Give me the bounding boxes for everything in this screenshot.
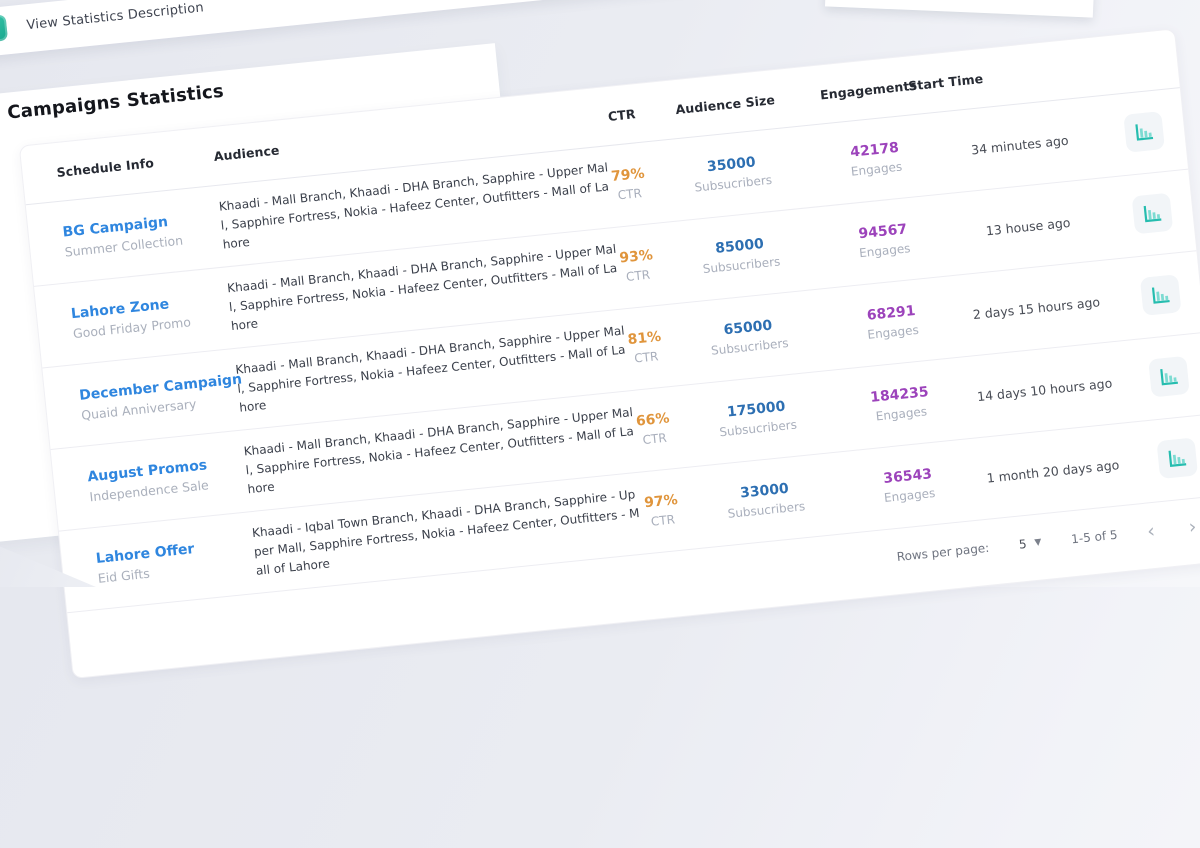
schedule-info-cell: BG Campaign Summer Collection — [60, 186, 220, 283]
engages-sublabel: Engages — [875, 404, 928, 424]
start-time-value: 13 house ago — [985, 214, 1071, 238]
audience-size-value: 175000 — [726, 398, 787, 421]
campaigns-statistics-table: Schedule Info Audience CTR Audience Size… — [18, 28, 1200, 679]
engagements-value: 36543 — [882, 466, 933, 487]
audience-size-cell: 65000 Subsucribers — [683, 290, 815, 384]
ctr-sublabel: CTR — [650, 512, 676, 529]
ctr-sublabel: CTR — [641, 430, 668, 448]
engages-sublabel: Engages — [850, 159, 903, 179]
previous-page-button[interactable]: ‹ — [1146, 519, 1156, 543]
start-time-value: 2 days 15 hours ago — [972, 293, 1101, 322]
engagements-value: 184235 — [869, 384, 930, 406]
ctr-value: 79% — [610, 165, 646, 185]
next-page-button[interactable]: › — [1187, 515, 1198, 538]
ctr-cell: 93% CTR — [591, 221, 683, 311]
start-time-value: 34 minutes ago — [970, 132, 1070, 157]
audience-size-cell: 85000 Subsucribers — [675, 208, 807, 302]
bar-chart-icon — [1135, 124, 1154, 141]
rows-per-page-label: Rows per page: — [896, 540, 990, 565]
view-statistics-description-label: View Statistics Description — [25, 0, 205, 33]
engagements-value: 94567 — [857, 221, 908, 243]
audience-size-cell: 175000 Subsucribers — [691, 371, 823, 465]
chevron-down-icon: ▼ — [1034, 537, 1042, 549]
subscribers-sublabel: Subsucribers — [693, 172, 773, 195]
table-row: August Promos Independence Sale Khaadi -… — [51, 332, 1200, 531]
table-row: Lahore Offer Eid Gifts Khaadi - Iqbal To… — [59, 413, 1200, 612]
ctr-sublabel: CTR — [617, 186, 643, 203]
ctr-cell: 66% CTR — [608, 384, 700, 474]
engages-sublabel: Engages — [858, 241, 912, 261]
view-chart-button[interactable] — [1139, 274, 1182, 316]
engagements-value: 68291 — [866, 302, 917, 324]
ctr-sublabel: CTR — [625, 267, 651, 284]
ctr-value: 81% — [626, 328, 662, 349]
engagements-value: 42178 — [849, 139, 900, 161]
pagination-range-label: 1-5 of 5 — [1070, 527, 1119, 547]
column-header-ctr: CTR — [607, 105, 637, 124]
schedule-info-cell: Lahore Offer Eid Gifts — [93, 512, 253, 609]
start-time-value: 14 days 10 hours ago — [976, 374, 1113, 404]
ctr-cell: 79% CTR — [583, 139, 675, 229]
app-icon — [0, 14, 9, 43]
start-time-value: 1 month 20 days ago — [985, 456, 1120, 486]
bar-chart-icon — [1168, 450, 1187, 467]
table-row: BG Campaign Summer Collection Khaadi - M… — [26, 87, 1188, 286]
view-statistics-description-item[interactable]: View Statistics Description — [0, 0, 205, 44]
audience-size-value: 65000 — [722, 317, 773, 339]
view-chart-button[interactable] — [1156, 437, 1199, 480]
ctr-cell: 81% CTR — [599, 302, 691, 392]
engages-sublabel: Engages — [883, 485, 936, 506]
audience-size-cell: 35000 Subsucribers — [666, 127, 798, 221]
audience-size-cell: 33000 Subsucribers — [700, 453, 832, 547]
audience-size-value: 33000 — [739, 480, 790, 502]
subscribers-sublabel: Subsucribers — [702, 254, 781, 277]
view-chart-button[interactable] — [1123, 111, 1165, 153]
rows-per-page-value: 5 — [1018, 536, 1028, 552]
view-chart-button[interactable] — [1148, 355, 1190, 398]
schedule-info-cell: Lahore Zone Good Friday Promo — [68, 267, 228, 364]
view-chart-button[interactable] — [1131, 192, 1174, 235]
bar-chart-icon — [1160, 369, 1178, 386]
subscribers-sublabel: Subsucribers — [710, 335, 790, 358]
audience-size-value: 35000 — [706, 154, 757, 176]
rows-per-page-select[interactable]: 5 ▼ — [1018, 535, 1042, 552]
ctr-cell: 97% CTR — [616, 466, 708, 556]
ctr-value: 66% — [635, 410, 671, 430]
table-row: December Campaign Quaid Anniversary Khaa… — [42, 250, 1200, 449]
ctr-value: 93% — [618, 247, 654, 267]
bar-chart-icon — [1151, 287, 1170, 304]
subscribers-sublabel: Subsucribers — [727, 499, 806, 521]
engages-sublabel: Engages — [866, 322, 920, 342]
ctr-sublabel: CTR — [633, 349, 660, 366]
table-row: Lahore Zone Good Friday Promo Khaadi - M… — [34, 169, 1196, 368]
audience-size-value: 85000 — [714, 235, 765, 257]
ctr-value: 97% — [643, 491, 679, 512]
bar-chart-icon — [1143, 205, 1162, 223]
